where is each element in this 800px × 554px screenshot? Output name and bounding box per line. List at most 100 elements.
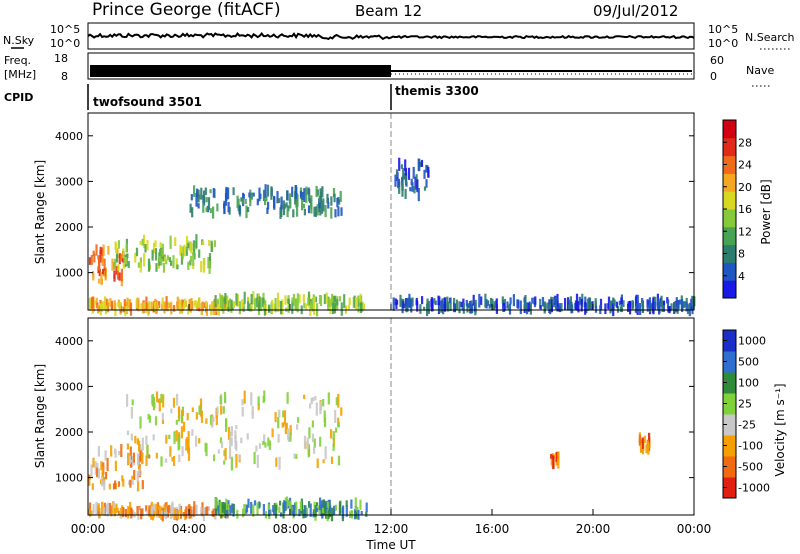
heatmap-cell: [339, 500, 342, 514]
heatmap-cell: [334, 209, 337, 218]
heatmap-cell: [413, 186, 416, 194]
heatmap-cell: [235, 293, 238, 306]
heatmap-cell: [104, 296, 107, 310]
heatmap-cell: [427, 300, 430, 314]
heatmap-cell: [210, 240, 213, 252]
heatmap-cell: [512, 294, 515, 307]
heatmap-cell: [590, 302, 593, 309]
heatmap-cell: [307, 205, 311, 214]
heatmap-cell: [170, 408, 173, 414]
heatmap-cell: [95, 244, 98, 256]
heatmap-cell: [118, 451, 121, 456]
heatmap-cell: [267, 201, 270, 210]
heatmap-cell: [191, 407, 194, 412]
heatmap-cell: [462, 298, 465, 307]
heatmap-cell: [329, 300, 332, 315]
colorbar-tick-label: 20: [738, 181, 752, 194]
heatmap-cell: [210, 301, 214, 311]
heatmap-cell: [236, 294, 239, 307]
heatmap-cell: [527, 302, 530, 312]
heatmap-cell: [121, 475, 124, 482]
heatmap-cell: [175, 419, 178, 425]
heatmap-cell: [411, 182, 414, 192]
heatmap-cell: [251, 411, 254, 416]
heatmap-cell: [180, 510, 183, 516]
heatmap-cell: [165, 458, 168, 463]
heatmap-cell: [552, 456, 555, 470]
heatmap-cell: [316, 507, 319, 512]
heatmap-cell: [560, 303, 563, 312]
heatmap-cell: [296, 424, 299, 430]
heatmap-cell: [340, 407, 343, 416]
heatmap-cell: [526, 302, 529, 315]
heatmap-cell: [365, 502, 368, 513]
heatmap-cell: [248, 303, 251, 311]
heatmap-cell: [219, 502, 222, 515]
heatmap-cell: [277, 433, 280, 443]
heatmap-cell: [291, 300, 294, 314]
heatmap-cell: [337, 206, 340, 217]
heatmap-cell: [317, 505, 320, 510]
heatmap-cell: [305, 191, 308, 203]
heatmap-cell: [253, 451, 256, 465]
heatmap-cell: [307, 297, 310, 306]
heatmap-cell: [145, 455, 148, 466]
heatmap-cell: [252, 290, 255, 305]
heatmap-cell: [95, 501, 98, 515]
heatmap-cell: [281, 422, 284, 428]
heatmap-cell: [645, 444, 648, 454]
heatmap-cell: [143, 303, 146, 309]
heatmap-cell: [287, 428, 290, 441]
heatmap-cell: [214, 497, 217, 509]
heatmap-cell: [213, 240, 217, 248]
freq-panel: Freq. [MHz] 18 8 60 0 Nave: [4, 52, 774, 87]
heatmap-cell: [222, 301, 225, 314]
heatmap-cell: [416, 179, 419, 193]
heatmap-cell: [200, 261, 203, 273]
heatmap-cell: [93, 300, 96, 305]
heatmap-cell: [324, 205, 327, 218]
heatmap-cell: [478, 293, 481, 308]
heatmap-cell: [190, 298, 193, 309]
heatmap-cell: [236, 195, 239, 209]
heatmap-cell: [546, 302, 549, 309]
heatmap-cell: [570, 302, 573, 314]
heatmap-cell: [396, 299, 399, 305]
heatmap-cell: [188, 504, 191, 513]
velocity-heatmap: [88, 390, 651, 522]
heatmap-cell: [539, 305, 542, 310]
heatmap-cell: [107, 246, 110, 255]
heatmap-cell: [112, 483, 116, 490]
heatmap-cell: [249, 306, 252, 312]
heatmap-cell: [519, 300, 522, 315]
heatmap-cell: [324, 501, 327, 513]
heatmap-cell: [212, 301, 215, 315]
heatmap-cell: [114, 460, 117, 471]
heatmap-cell: [466, 304, 469, 313]
heatmap-cell: [418, 158, 421, 172]
heatmap-cell: [131, 475, 134, 480]
heatmap-cell: [190, 194, 193, 201]
heatmap-cell: [404, 167, 407, 182]
heatmap-cell: [123, 299, 126, 307]
heatmap-cell: [158, 398, 161, 412]
heatmap-cell: [117, 263, 120, 271]
heatmap-cell: [91, 483, 94, 490]
heatmap-cell: [160, 393, 163, 403]
cpid-label: CPID: [4, 91, 33, 104]
heatmap-cell: [440, 300, 443, 313]
heatmap-cell: [323, 294, 326, 305]
heatmap-cell: [354, 297, 358, 310]
heatmap-cell: [458, 301, 461, 314]
heatmap-cell: [122, 507, 125, 514]
heatmap-cell: [219, 437, 223, 444]
heatmap-cell: [141, 452, 144, 465]
heatmap-cell: [166, 506, 169, 518]
heatmap-cell: [291, 504, 294, 513]
heatmap-cell: [232, 187, 235, 196]
heatmap-cell: [184, 298, 187, 308]
heatmap-cell: [114, 448, 117, 455]
heatmap-cell: [250, 502, 253, 514]
heatmap-cell: [337, 422, 340, 428]
heatmap-cell: [227, 306, 230, 312]
